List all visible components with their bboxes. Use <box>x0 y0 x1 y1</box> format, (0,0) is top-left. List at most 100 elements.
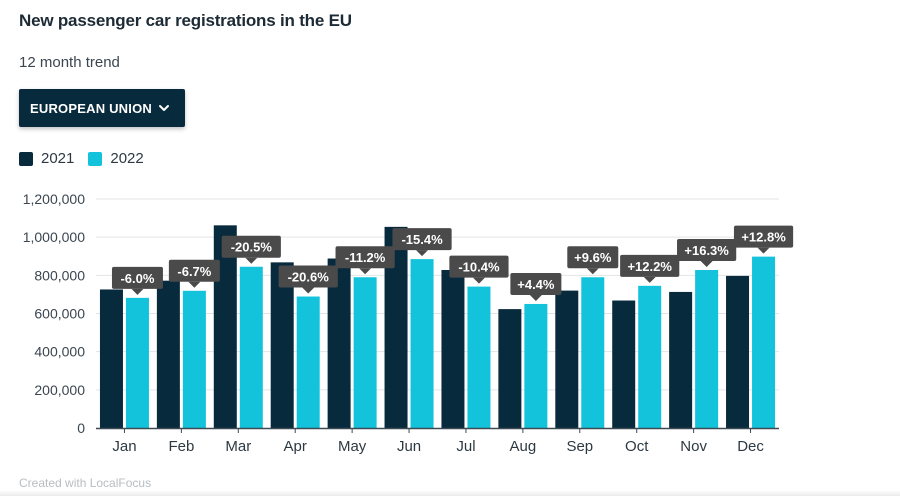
legend-swatch-2021 <box>19 151 33 166</box>
bar-2022-may[interactable] <box>353 277 377 428</box>
annotation-label: +12.8% <box>741 230 786 245</box>
bar-2022-jun[interactable] <box>410 259 434 428</box>
annotation-pointer <box>472 277 485 284</box>
annotation-jan: -6.0% <box>111 266 163 295</box>
bar-2021-sep[interactable] <box>555 290 579 428</box>
annotation-label: -6.0% <box>120 271 154 286</box>
annotation-pointer <box>416 250 429 257</box>
bar-2022-sep[interactable] <box>581 277 605 428</box>
annotation-label: -15.4% <box>401 232 443 247</box>
annotation-nov: +16.3% <box>677 238 737 267</box>
annotation-label: +16.3% <box>684 243 729 258</box>
chevron-down-icon <box>159 105 169 111</box>
annotation-dec: +12.8% <box>733 225 794 254</box>
annotation-pointer <box>131 288 144 295</box>
x-tick-label: Dec <box>737 438 764 455</box>
x-tick-label: Aug <box>510 438 537 455</box>
annotation-box <box>221 235 281 258</box>
annotation-box <box>111 266 163 289</box>
annotation-sep: +9.6% <box>567 246 619 275</box>
bar-2021-aug[interactable] <box>498 309 522 428</box>
region-dropdown[interactable]: EUROPEAN UNION <box>19 89 185 127</box>
annotation-feb: -6.7% <box>168 259 220 288</box>
annotation-box <box>278 265 338 288</box>
annotation-label: +9.6% <box>574 250 612 265</box>
annotation-label: -20.5% <box>231 240 273 255</box>
legend-swatch-2022 <box>88 151 103 166</box>
annotation-aug: +4.4% <box>510 272 562 301</box>
annotation-box <box>335 246 395 269</box>
x-tick-label: Oct <box>625 438 649 455</box>
annotation-label: +12.2% <box>627 259 672 274</box>
bar-2021-jul[interactable] <box>441 269 465 428</box>
legend-label-2021: 2021 <box>41 150 75 167</box>
annotation-box <box>620 254 680 277</box>
x-tick-label: Jun <box>397 438 421 455</box>
annotation-label: -10.4% <box>458 260 500 275</box>
annotation-oct: +12.2% <box>620 254 680 283</box>
annotation-box <box>733 225 794 248</box>
chart-legend: 2021 2022 <box>19 150 158 167</box>
y-tick-label: 1,000,000 <box>23 229 85 245</box>
annotation-pointer <box>643 276 656 283</box>
y-axis: 0 200,000 400,000 600,000 800,000 1,000,000 1,… <box>23 191 86 436</box>
x-tick-label: Apr <box>284 438 307 455</box>
x-tick-label: Jul <box>456 438 475 455</box>
annotations-layer: -6.0% -6.7% -20.5% -20.6% -11.2% -15.4% -10.4%… <box>111 225 794 301</box>
annotation-label: -6.7% <box>177 264 211 279</box>
annotation-pointer <box>757 247 770 254</box>
x-tick-label: Sep <box>566 438 593 455</box>
y-tick-label: 400,000 <box>34 344 85 360</box>
bar-2021-dec[interactable] <box>726 275 750 428</box>
y-tick-label: 800,000 <box>34 267 85 283</box>
x-tick-label: Feb <box>168 438 194 455</box>
bar-2021-jun[interactable] <box>384 226 408 428</box>
legend-label-2022: 2022 <box>110 150 144 167</box>
annotation-box <box>567 246 619 269</box>
bar-2022-mar[interactable] <box>239 266 263 428</box>
annotation-box <box>677 238 737 261</box>
annotation-mar: -20.5% <box>221 235 281 264</box>
bar-2022-jan[interactable] <box>125 297 149 428</box>
chart-title: New passenger car registrations in the E… <box>19 11 352 30</box>
x-tick-label: May <box>338 438 367 455</box>
bottom-shade <box>0 490 900 496</box>
legend-item-2021[interactable]: 2021 <box>19 150 74 167</box>
bar-2022-oct[interactable] <box>638 285 662 428</box>
annotation-pointer <box>302 287 315 294</box>
bar-2022-jul[interactable] <box>467 286 491 428</box>
annotation-label: -11.2% <box>345 250 386 265</box>
bar-2021-may[interactable] <box>327 258 351 428</box>
annotation-jul: -10.4% <box>449 255 509 284</box>
bar-2021-apr[interactable] <box>270 262 294 428</box>
y-tick-label: 600,000 <box>34 306 85 322</box>
annotation-box <box>392 228 452 251</box>
region-dropdown-label: EUROPEAN UNION <box>30 100 152 116</box>
footer-credit: Created with LocalFocus <box>19 476 152 490</box>
bar-2022-feb[interactable] <box>182 290 206 428</box>
annotation-box <box>510 272 562 295</box>
annotation-label: -20.6% <box>288 270 330 285</box>
annotation-may: -11.2% <box>335 246 395 275</box>
bar-2022-aug[interactable] <box>524 303 548 428</box>
annotation-pointer <box>245 257 258 264</box>
x-tick-label: Nov <box>680 438 707 455</box>
x-axis: Jan Feb Mar Apr May Jun Jul Aug Sep Oct Nov Dec <box>96 427 779 455</box>
bar-2022-dec[interactable] <box>752 256 776 428</box>
bar-2021-nov[interactable] <box>669 291 693 428</box>
bar-2021-oct[interactable] <box>612 300 636 428</box>
x-tick-label: Mar <box>225 438 251 455</box>
bar-chart: 0 200,000 400,000 600,000 800,000 1,000,000 1,… <box>23 191 794 455</box>
bar-2021-feb[interactable] <box>156 280 180 428</box>
y-tick-label: 200,000 <box>34 382 85 398</box>
y-tick-label: 1,200,000 <box>23 191 85 207</box>
annotation-box <box>168 259 220 282</box>
bar-2021-jan[interactable] <box>99 289 123 428</box>
annotation-apr: -20.6% <box>278 265 338 294</box>
annotation-box <box>449 255 509 278</box>
annotation-pointer <box>586 268 599 275</box>
annotation-pointer <box>188 281 201 288</box>
legend-item-2022[interactable]: 2022 <box>88 150 144 167</box>
bar-2022-apr[interactable] <box>296 296 320 428</box>
bar-2022-nov[interactable] <box>695 269 719 428</box>
